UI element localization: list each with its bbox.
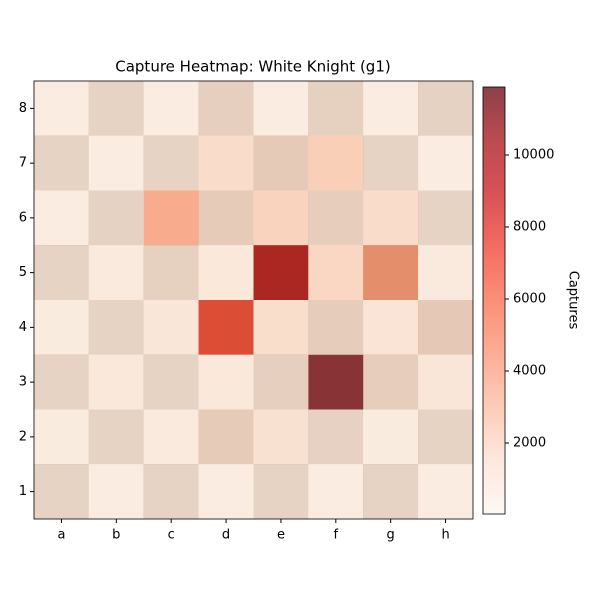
heat-cell bbox=[418, 135, 474, 191]
heat-cell bbox=[198, 409, 254, 465]
colorbar bbox=[482, 86, 506, 515]
colorbar-label: Captures bbox=[566, 271, 581, 330]
heat-cell bbox=[418, 409, 474, 465]
heat-cell bbox=[418, 300, 474, 356]
y-tick-label: 6 bbox=[19, 210, 27, 225]
heat-cell bbox=[418, 464, 474, 520]
heat-cell bbox=[88, 245, 145, 301]
heat-cell bbox=[363, 464, 419, 520]
heat-cell bbox=[143, 190, 199, 246]
x-tick-label: f bbox=[334, 528, 339, 543]
heat-cell bbox=[308, 409, 364, 465]
heat-cell bbox=[198, 354, 254, 410]
colorbar-tick-label: 4000 bbox=[513, 364, 546, 379]
heat-cell bbox=[88, 300, 145, 356]
chart-title: Capture Heatmap: White Knight (g1) bbox=[115, 58, 390, 76]
heat-cell bbox=[34, 300, 90, 356]
y-tick-label: 2 bbox=[19, 429, 27, 444]
heat-cell bbox=[418, 245, 474, 301]
heat-cell bbox=[143, 464, 199, 520]
heat-cell bbox=[253, 135, 309, 191]
heat-cell bbox=[253, 464, 309, 520]
heat-cell bbox=[198, 245, 254, 301]
x-tick-label: b bbox=[112, 528, 120, 543]
x-tick-label: d bbox=[222, 528, 230, 543]
y-tick-label: 8 bbox=[19, 101, 27, 116]
heat-cell bbox=[363, 190, 419, 246]
heat-cell bbox=[143, 135, 199, 191]
heat-cell bbox=[198, 81, 254, 137]
heat-cell bbox=[253, 245, 309, 301]
heat-cell bbox=[198, 300, 254, 356]
heat-cell bbox=[143, 245, 199, 301]
heat-cell bbox=[363, 135, 419, 191]
heat-cell bbox=[198, 190, 254, 246]
colorbar-tick-label: 10000 bbox=[513, 148, 554, 163]
heat-cell bbox=[308, 81, 364, 137]
colorbar-tick-label: 8000 bbox=[513, 220, 546, 235]
heat-cell bbox=[253, 190, 309, 246]
heat-cell bbox=[308, 135, 364, 191]
heat-cell bbox=[253, 409, 309, 465]
heat-cell bbox=[88, 190, 145, 246]
x-tick-label: a bbox=[57, 528, 65, 543]
heat-cell bbox=[34, 409, 90, 465]
heat-cell bbox=[88, 464, 145, 520]
heat-cell bbox=[143, 300, 199, 356]
heat-cell bbox=[143, 409, 199, 465]
heat-cell bbox=[418, 81, 474, 137]
heat-cell bbox=[34, 354, 90, 410]
x-tick-label: c bbox=[168, 528, 175, 543]
heat-cell bbox=[363, 300, 419, 356]
x-tick-label: g bbox=[387, 528, 395, 543]
heat-cell bbox=[418, 354, 474, 410]
x-tick-label: e bbox=[277, 528, 285, 543]
heat-cell bbox=[363, 354, 419, 410]
heat-cell bbox=[143, 81, 199, 137]
heat-cell bbox=[363, 409, 419, 465]
heat-cell bbox=[308, 300, 364, 356]
y-tick-label: 3 bbox=[19, 375, 27, 390]
heat-cell bbox=[198, 464, 254, 520]
heat-cell bbox=[34, 81, 90, 137]
x-tick-label: h bbox=[441, 528, 449, 543]
y-tick-label: 7 bbox=[19, 156, 27, 171]
heat-cell bbox=[308, 464, 364, 520]
y-tick-label: 4 bbox=[19, 320, 27, 335]
heat-cell bbox=[308, 354, 364, 410]
heat-cell bbox=[88, 135, 145, 191]
heat-cell bbox=[253, 300, 309, 356]
heat-cell bbox=[253, 81, 309, 137]
y-tick-label: 1 bbox=[19, 484, 27, 499]
heat-cell bbox=[143, 354, 199, 410]
heat-cell bbox=[198, 135, 254, 191]
heat-cell bbox=[34, 190, 90, 246]
heat-cell bbox=[88, 81, 145, 137]
heat-cell bbox=[88, 409, 145, 465]
heat-cell bbox=[308, 245, 364, 301]
y-tick-label: 5 bbox=[19, 265, 27, 280]
heat-cell bbox=[308, 190, 364, 246]
heat-cell bbox=[418, 190, 474, 246]
heat-cell bbox=[88, 354, 145, 410]
colorbar-tick-label: 6000 bbox=[513, 292, 546, 307]
heat-cell bbox=[34, 464, 90, 520]
heat-cell bbox=[34, 245, 90, 301]
heat-cell bbox=[363, 81, 419, 137]
colorbar-tick-label: 2000 bbox=[513, 436, 546, 451]
heat-cell bbox=[363, 245, 419, 301]
plot-frame bbox=[33, 80, 474, 520]
heat-cell bbox=[253, 354, 309, 410]
heat-cell bbox=[34, 135, 90, 191]
